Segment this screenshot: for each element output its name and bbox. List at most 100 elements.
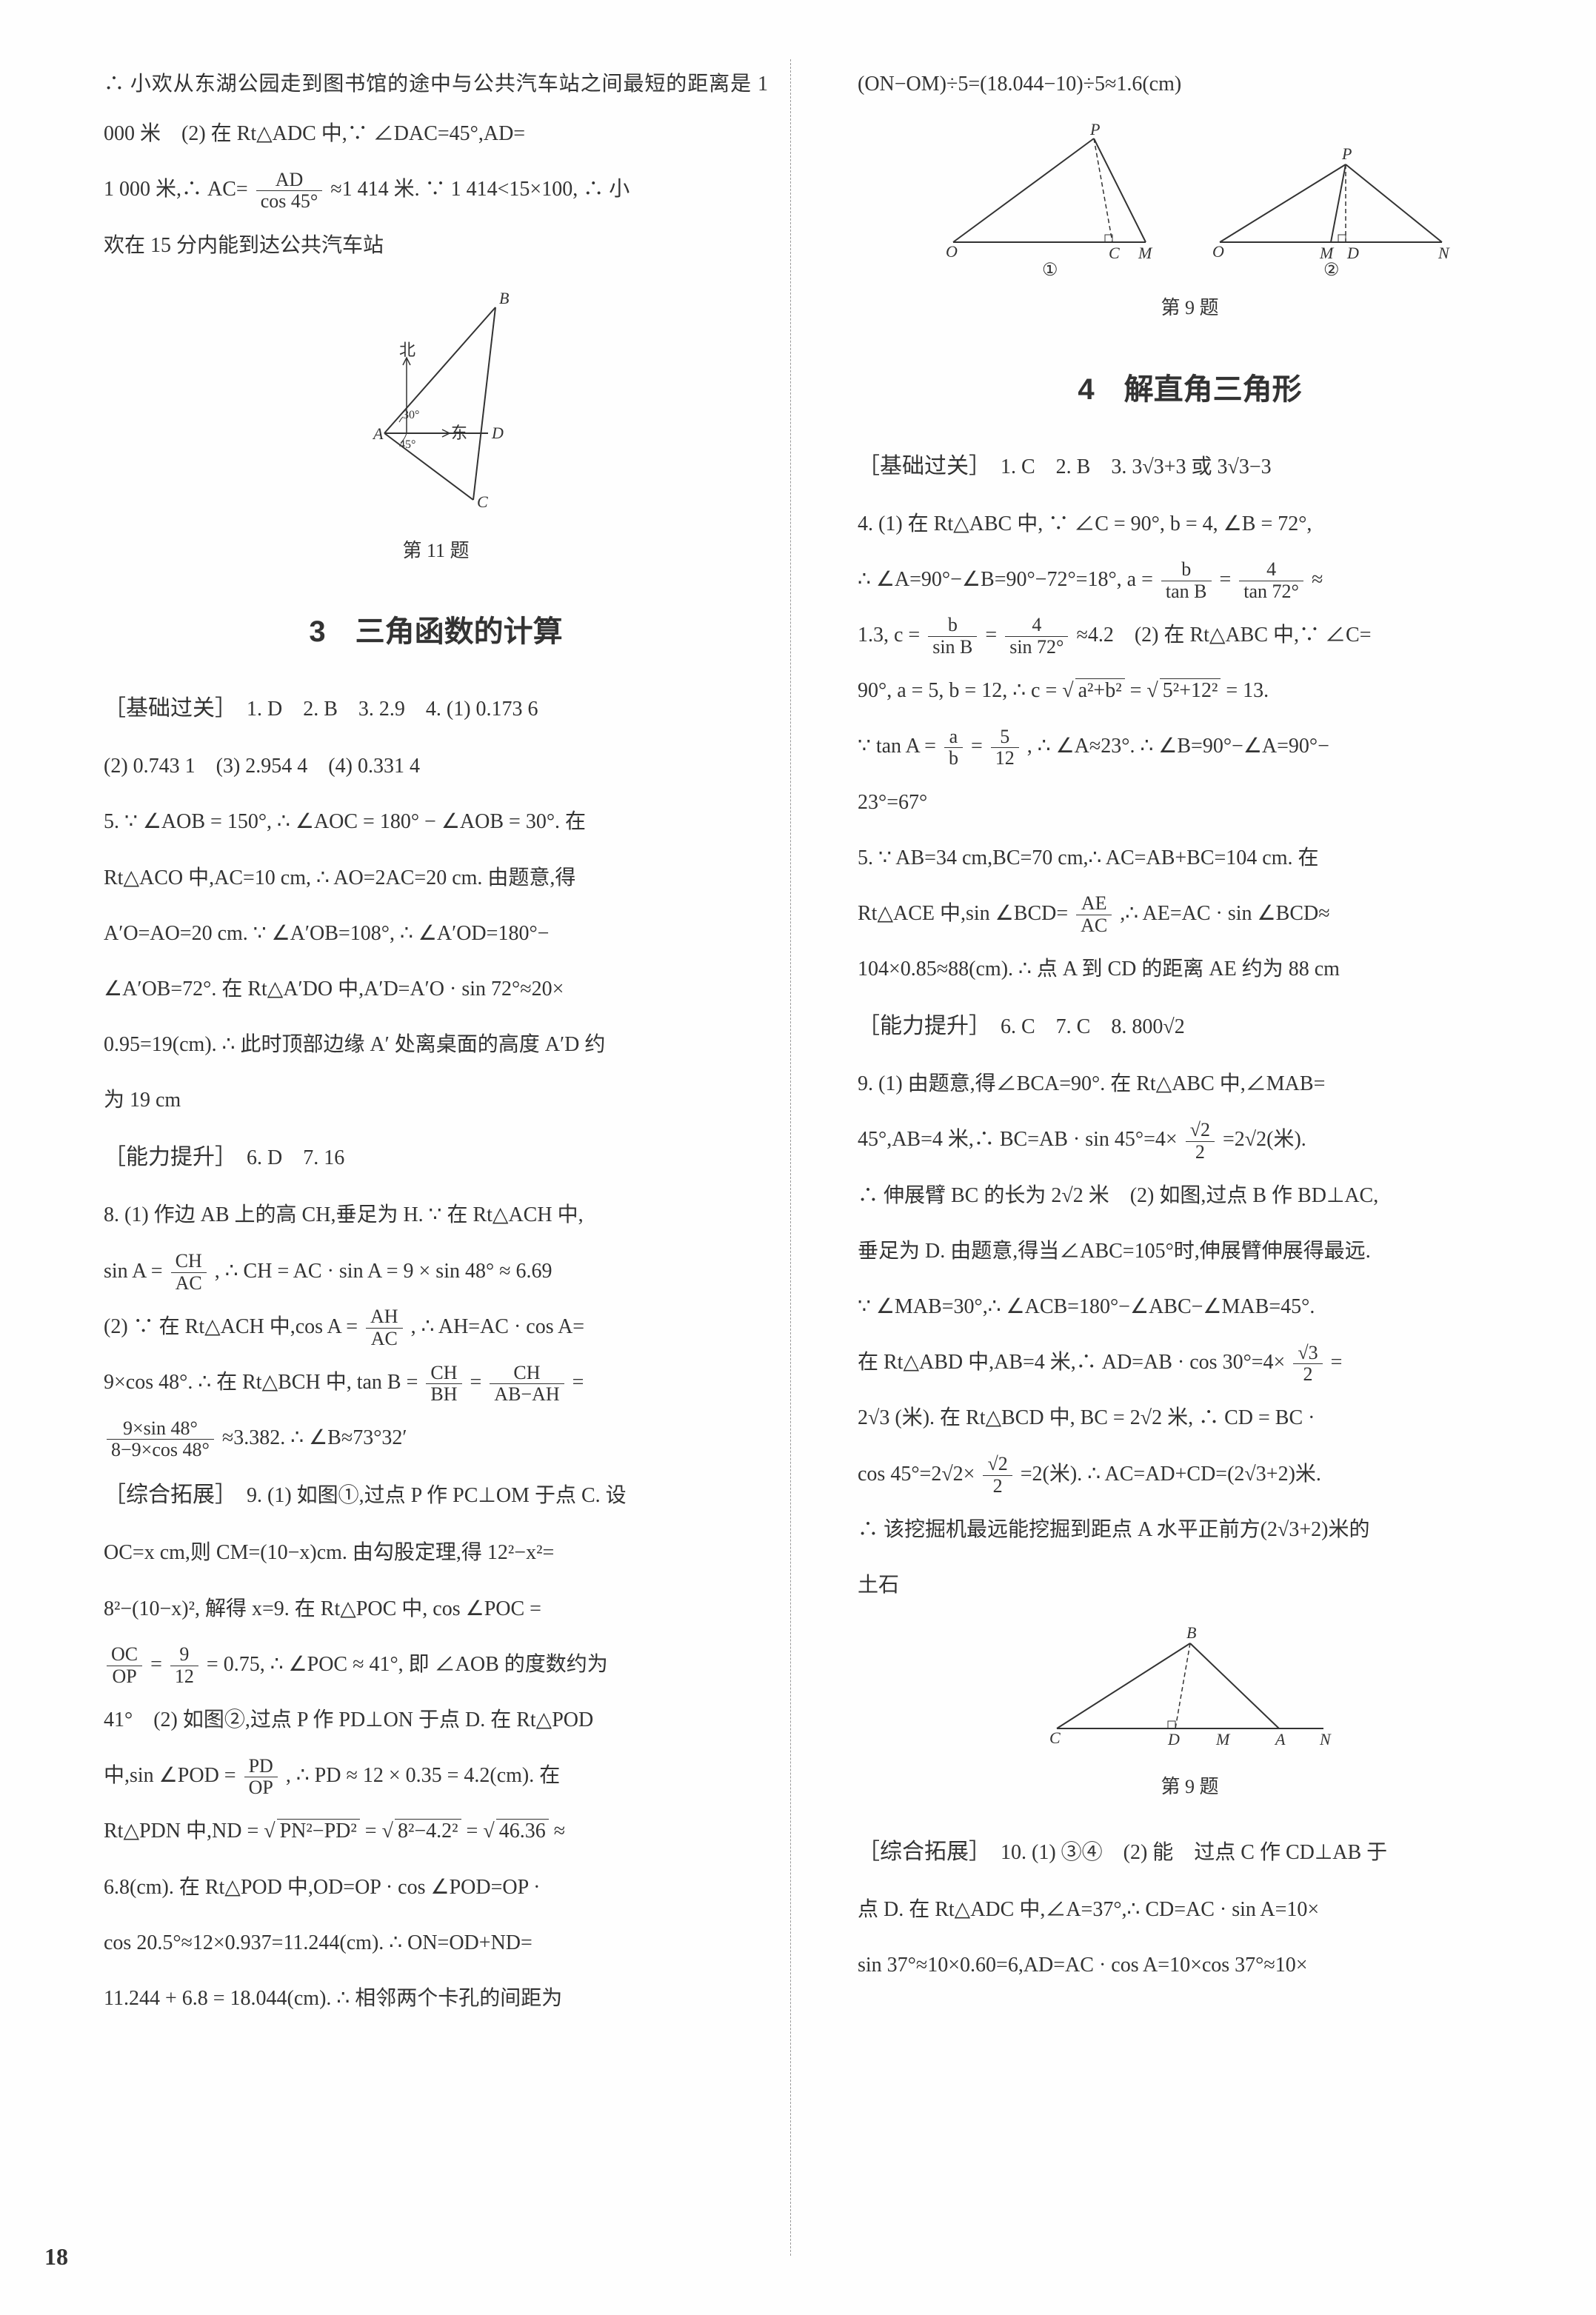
text-line: ［能力提升］ 6. C 7. C 8. 800√2 xyxy=(858,1000,1522,1053)
text: cos 45°=2√2× xyxy=(858,1463,975,1486)
svg-text:D: D xyxy=(1167,1730,1180,1748)
svg-text:②: ② xyxy=(1323,261,1340,279)
figure-caption: 第 9 题 xyxy=(858,1764,1522,1810)
text: ≈ xyxy=(554,1820,565,1843)
fraction: CHAC xyxy=(171,1251,207,1294)
figure-caption: 第 9 题 xyxy=(858,285,1522,331)
text-line: 土石 xyxy=(858,1560,1522,1610)
text: = √ xyxy=(1130,679,1158,702)
text-line: 41° (2) 如图②,过点 P 作 PD⊥ON 于点 D. 在 Rt△POD xyxy=(104,1695,768,1745)
text-line: 点 D. 在 Rt△ADC 中,∠A=37°,∴ CD=AC · sin A=1… xyxy=(858,1885,1522,1934)
fraction: 9×sin 48°8−9×cos 48° xyxy=(107,1418,214,1461)
text-line: cos 20.5°≈12×0.937=11.244(cm). ∴ ON=OD+N… xyxy=(104,1918,768,1968)
text: 1. D 2. B 3. 2.9 4. (1) 0.173 6 xyxy=(226,698,538,721)
fraction: √22 xyxy=(1186,1120,1215,1163)
fraction: 4tan 72° xyxy=(1239,559,1303,602)
svg-text:45°: 45° xyxy=(399,438,415,451)
text: =2(米). ∴ AC=AD+CD=(2√3+2)米. xyxy=(1021,1463,1321,1486)
text-line: 中,sin ∠POD = PDOP , ∴ PD ≈ 12 × 0.35 = 4… xyxy=(104,1751,768,1800)
text-line: 90°, a = 5, b = 12, ∴ c = √a²+b² = √5²+1… xyxy=(858,666,1522,715)
text-line: ∵ tan A = ab = 512 , ∴ ∠A≈23°. ∴ ∠B=90°−… xyxy=(858,721,1522,771)
text: sin A = xyxy=(104,1260,163,1283)
text-line: 1.3, c = bsin B = 4sin 72° ≈4.2 (2) 在 Rt… xyxy=(858,610,1522,660)
section-3-title: 3 三角函数的计算 xyxy=(104,596,768,667)
sqrt: a²+b² xyxy=(1075,678,1125,702)
triangle-diagram-icon: C B D M A N xyxy=(1027,1625,1353,1758)
text: = xyxy=(985,624,1002,647)
triangle-diagram-icon: B A C D 北 东 30° 45° xyxy=(333,285,540,522)
fraction: btan B xyxy=(1161,559,1212,602)
svg-text:D: D xyxy=(1346,244,1359,262)
text: 6. C 7. C 8. 800√2 xyxy=(980,1015,1185,1038)
text-line: (ON−OM)÷5=(18.044−10)÷5≈1.6(cm) xyxy=(858,59,1522,109)
text-line: ∴ ∠A=90°−∠B=90°−72°=18°, a = btan B = 4t… xyxy=(858,555,1522,604)
text: = xyxy=(1331,1351,1343,1374)
text-line: 6.8(cm). 在 Rt△POD 中,OD=OP · cos ∠POD=OP … xyxy=(104,1863,768,1912)
text-line: 8²−(10−x)², 解得 x=9. 在 Rt△POC 中, cos ∠POC… xyxy=(104,1584,768,1634)
svg-text:C: C xyxy=(477,492,488,511)
text-line: 11.244 + 6.8 = 18.044(cm). ∴ 相邻两个卡孔的间距为 xyxy=(104,1974,768,2023)
text-line: 4. (1) 在 Rt△ABC 中, ∵ ∠C = 90°, b = 4, ∠B… xyxy=(858,499,1522,549)
svg-text:O: O xyxy=(1212,242,1224,261)
text-line: ∠A′OB=72°. 在 Rt△A′DO 中,A′D=A′O · sin 72°… xyxy=(104,964,768,1014)
text: 中,sin ∠POD = xyxy=(104,1764,236,1787)
text: = xyxy=(971,735,988,758)
ability-label: ［能力提升］ xyxy=(858,1014,980,1038)
text-line: 1 000 米,∴ AC= ADcos 45° ≈1 414 米. ∵ 1 41… xyxy=(104,164,768,214)
text: = xyxy=(1220,568,1237,591)
fraction: ab xyxy=(944,726,963,769)
figure-11: B A C D 北 东 30° 45° 第 11 题 xyxy=(104,285,768,574)
right-column: (ON−OM)÷5=(18.044−10)÷5≈1.6(cm) O P C M … xyxy=(835,59,1522,2256)
svg-text:30°: 30° xyxy=(403,409,419,421)
basic-label: ［基础过关］ xyxy=(104,696,226,721)
text: ≈1 414 米. ∵ 1 414<15×100, ∴ 小 xyxy=(330,178,630,201)
text-line: ［综合拓展］ 10. (1) ③④ (2) 能 过点 C 作 CD⊥AB 于 xyxy=(858,1825,1522,1879)
text: 10. (1) ③④ (2) 能 过点 C 作 CD⊥AB 于 xyxy=(980,1841,1387,1864)
fraction: bsin B xyxy=(928,615,977,658)
text: = √ xyxy=(467,1820,495,1843)
text-line: 45°,AB=4 米,∴ BC=AB · sin 45°=4× √22 =2√2… xyxy=(858,1115,1522,1164)
text-line: ∴ 小欢从东湖公园走到图书馆的途中与公共汽车站之间最短的距离是 1 000 米 … xyxy=(104,59,768,158)
page-columns: ∴ 小欢从东湖公园走到图书馆的途中与公共汽车站之间最短的距离是 1 000 米 … xyxy=(104,59,1522,2256)
text-line: Rt△ACE 中,sin ∠BCD= AEAC ,∴ AE=AC · sin ∠… xyxy=(858,889,1522,938)
text-line: sin A = CHAC , ∴ CH = AC · sin A = 9 × s… xyxy=(104,1246,768,1296)
text: 45°,AB=4 米,∴ BC=AB · sin 45°=4× xyxy=(858,1128,1178,1151)
svg-text:东: 东 xyxy=(451,424,467,442)
text-line: (2) 0.743 1 (3) 2.954 4 (4) 0.331 4 xyxy=(104,741,768,791)
text-line: ［能力提升］ 6. D 7. 16 xyxy=(104,1131,768,1184)
text-line: 为 19 cm xyxy=(104,1075,768,1125)
text: = 0.75, ∴ ∠POC ≈ 41°, 即 ∠AOB 的度数约为 xyxy=(207,1653,608,1676)
text-line: ∴ 该挖掘机最远能挖掘到距点 A 水平正前方(2√3+2)米的 xyxy=(858,1505,1522,1554)
text: 6. D 7. 16 xyxy=(226,1146,344,1169)
fraction: 512 xyxy=(991,726,1019,769)
fraction: AEAC xyxy=(1076,893,1112,936)
figure-9-bottom: C B D M A N 第 9 题 xyxy=(858,1625,1522,1810)
svg-text:P: P xyxy=(1341,144,1352,163)
sqrt: 8²−4.2² xyxy=(395,1819,461,1843)
two-triangles-icon: O P C M ① O P M D N ② xyxy=(924,124,1457,279)
text-line: 0.95=19(cm). ∴ 此时顶部边缘 A′ 处离桌面的高度 A′D 约 xyxy=(104,1020,768,1069)
fraction: CHAB−AH xyxy=(490,1363,564,1406)
text: = √ xyxy=(365,1820,393,1843)
svg-text:北: 北 xyxy=(399,341,415,359)
text: 1.3, c = xyxy=(858,624,920,647)
text-line: 8. (1) 作边 AB 上的高 CH,垂足为 H. ∵ 在 Rt△ACH 中, xyxy=(104,1190,768,1240)
svg-text:C: C xyxy=(1049,1728,1061,1747)
svg-text:M: M xyxy=(1319,244,1335,262)
text: 在 Rt△ABD 中,AB=4 米,∴ AD=AB · cos 30°=4× xyxy=(858,1351,1285,1374)
svg-text:C: C xyxy=(1109,244,1120,262)
text: = xyxy=(470,1371,487,1394)
svg-text:B: B xyxy=(1186,1625,1196,1642)
text: 1 000 米,∴ AC= xyxy=(104,178,248,201)
text-line: 9×cos 48°. ∴ 在 Rt△BCH 中, tan B = CHBH = … xyxy=(104,1357,768,1407)
svg-text:N: N xyxy=(1438,244,1450,262)
svg-text:D: D xyxy=(491,424,504,442)
text-line: 欢在 15 分内能到达公共汽车站 xyxy=(104,221,768,270)
fraction: ADcos 45° xyxy=(256,170,323,213)
text-line: (2) ∵ 在 Rt△ACH 中,cos A = AHAC , ∴ AH=AC … xyxy=(104,1302,768,1352)
extension-label: ［综合拓展］ xyxy=(104,1483,226,1507)
basic-label: ［基础过关］ xyxy=(858,454,980,478)
text: (2) ∵ 在 Rt△ACH 中,cos A = xyxy=(104,1315,358,1338)
text: Rt△PDN 中,ND = √ xyxy=(104,1820,276,1843)
svg-text:B: B xyxy=(499,289,509,307)
